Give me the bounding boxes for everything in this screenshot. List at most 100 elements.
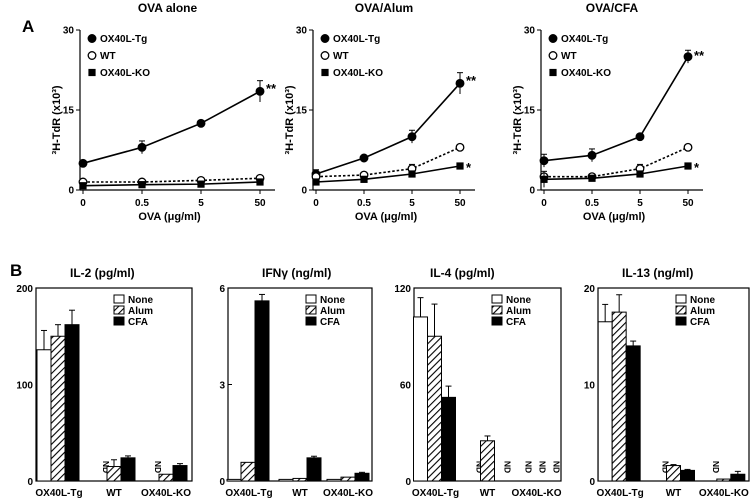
y-tick-label: 10 [584,381,596,392]
legend-label: CFA [320,317,340,328]
legend-marker [549,68,557,77]
y-tick-label: 0 [301,186,307,197]
not-detected-label: ND [538,461,548,473]
legend-marker [321,68,329,77]
chart-title: OVA alone [138,1,198,15]
line-chart-1: 0 15 30 0 0.5 5 50 OVA alone OVA (μg/ml) ³H-TdR (… [51,1,277,223]
data-point [684,162,692,170]
legend-label: OX40L-KO [100,68,150,79]
bar [730,473,746,482]
bar-chart-4: 0 10 20 IL-13 (ng/ml) OX40L-Tg WT ND OX40L-KO ND… [584,266,750,499]
significance-mark: ** [694,48,705,63]
data-point [196,118,206,128]
y-axis-label: ³H-TdR (x10³) [51,85,63,154]
y-tick-label: 3 [219,381,225,392]
significance-mark: * [466,160,472,175]
bar [427,335,442,482]
legend-label: Alum [128,306,153,317]
data-point [312,178,320,186]
data-point [635,132,645,142]
bar [306,457,322,482]
bar [611,311,627,482]
legend-label: WT [333,51,349,62]
bar [625,345,641,482]
x-tick-label: 5 [198,198,204,209]
y-tick-label: 15 [296,106,308,117]
bar [158,473,174,482]
legend-label: OX40L-Tg [333,34,380,45]
bar [64,324,80,482]
bar [36,349,52,482]
x-tick-label: WT [292,488,308,499]
x-tick-label: 0.5 [135,198,149,209]
x-tick-label: 5 [409,198,415,209]
data-point [360,175,368,183]
y-axis-label: ³H-TdR (x10³) [512,85,524,154]
data-point [587,150,597,160]
bar [340,476,356,482]
legend-label: OX40L-KO [333,68,383,79]
bar [326,478,342,482]
data-point [683,142,693,152]
bar [680,469,695,482]
y-tick-label: 120 [394,284,411,295]
x-tick-label: 50 [682,198,694,209]
series-line-ox40l-ko [543,165,689,181]
legend-label: WT [100,51,116,62]
bar [480,440,495,482]
bar-chart-3: 0 60 120 IL-4 (pg/ml) OX40L-Tg WT ND ND OX40L-KO… [394,266,561,499]
y-tick-label: 6 [219,284,225,295]
legend-label: CFA [506,317,526,328]
y-tick-label: 30 [524,26,536,37]
data-point [138,181,146,189]
legend-swatch [491,305,503,315]
chart-title: IL-13 (ng/ml) [622,266,693,280]
chart-title: OVA/CFA [586,1,639,15]
legend-marker [87,34,97,43]
not-detected-label: ND [503,461,513,473]
data-point [79,182,87,190]
legend-swatch [491,316,503,326]
x-tick-label: OX40L-KO [699,488,749,499]
x-tick-label: 0.5 [585,198,599,209]
data-point [456,162,464,170]
legend-marker [548,51,558,60]
legend-label: None [128,295,153,306]
legend-swatch [305,294,317,304]
data-point [197,180,205,188]
data-point [455,78,465,88]
x-axis-label: OVA (μg/ml) [138,211,201,223]
data-point [683,52,693,62]
bar [120,457,136,482]
y-tick-label: 20 [584,284,596,295]
data-point [256,178,264,186]
series-line-ox40l-ko [82,181,261,187]
y-tick-label: 0 [589,477,595,488]
legend-label: CFA [690,317,710,328]
data-point [78,158,88,168]
y-tick-label: 100 [16,381,33,392]
bar [413,316,428,482]
chart-title: OVA/Alum [355,1,413,15]
legend-marker [88,68,96,77]
legend-swatch [675,305,687,315]
legend-swatch [675,294,687,304]
legend-marker [548,34,558,43]
legend-swatch [305,316,317,326]
bar [254,300,270,482]
bar [106,466,122,482]
y-axis-label: ³H-TdR (x10³) [284,85,296,154]
y-tick-label: 30 [296,26,308,37]
bar [666,465,681,482]
y-tick-label: 0 [405,477,411,488]
y-tick-label: 60 [400,381,412,392]
data-point [636,170,644,178]
series-line-ox40l-tg [315,82,461,175]
data-point [359,153,369,163]
x-tick-label: 50 [454,198,466,209]
x-tick-label: OX40L-Tg [35,488,82,499]
bar [354,472,370,482]
x-tick-label: WT [106,488,122,499]
x-tick-label: OX40L-Tg [412,488,459,499]
